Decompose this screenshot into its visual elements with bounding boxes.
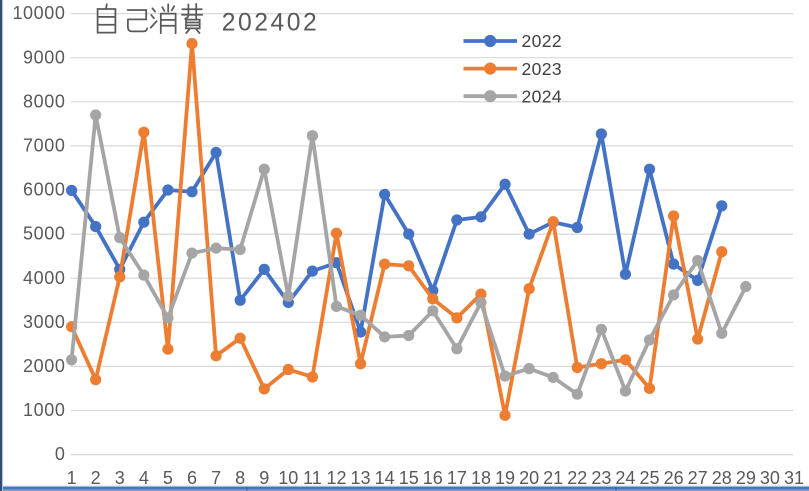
svg-text:9: 9 — [259, 468, 269, 488]
svg-text:14: 14 — [375, 468, 395, 488]
svg-text:4000: 4000 — [23, 268, 65, 288]
svg-text:23: 23 — [591, 468, 611, 488]
svg-text:8: 8 — [235, 468, 245, 488]
svg-text:21: 21 — [543, 468, 563, 488]
svg-text:18: 18 — [471, 468, 491, 488]
svg-text:26: 26 — [664, 468, 684, 488]
svg-text:27: 27 — [688, 468, 708, 488]
svg-text:22: 22 — [567, 468, 587, 488]
svg-text:2023: 2023 — [522, 59, 563, 79]
svg-text:20: 20 — [519, 468, 539, 488]
svg-text:8000: 8000 — [23, 91, 65, 111]
svg-text:2: 2 — [91, 468, 101, 488]
svg-text:5000: 5000 — [23, 224, 65, 244]
svg-text:31: 31 — [784, 468, 804, 488]
svg-text:2024: 2024 — [522, 86, 563, 106]
svg-text:28: 28 — [712, 468, 732, 488]
svg-text:3000: 3000 — [23, 312, 65, 332]
svg-text:7: 7 — [211, 468, 221, 488]
svg-text:202402: 202402 — [222, 10, 319, 37]
svg-text:13: 13 — [351, 468, 371, 488]
svg-text:17: 17 — [447, 468, 467, 488]
svg-text:10000: 10000 — [12, 3, 65, 23]
svg-text:4: 4 — [139, 468, 149, 488]
svg-text:10: 10 — [278, 468, 298, 488]
svg-text:30: 30 — [760, 468, 780, 488]
svg-text:12: 12 — [326, 468, 346, 488]
svg-text:7000: 7000 — [23, 136, 65, 156]
svg-text:15: 15 — [399, 468, 419, 488]
svg-text:29: 29 — [736, 468, 756, 488]
svg-text:24: 24 — [615, 468, 635, 488]
svg-text:9000: 9000 — [23, 47, 65, 67]
svg-text:1: 1 — [67, 468, 77, 488]
svg-text:3: 3 — [115, 468, 125, 488]
svg-text:19: 19 — [495, 468, 515, 488]
svg-text:2000: 2000 — [23, 356, 65, 376]
svg-text:16: 16 — [423, 468, 443, 488]
svg-text:6000: 6000 — [23, 180, 65, 200]
svg-text:6: 6 — [187, 468, 197, 488]
svg-text:1000: 1000 — [23, 400, 65, 420]
svg-text:0: 0 — [55, 444, 66, 464]
svg-text:11: 11 — [303, 468, 322, 488]
svg-text:5: 5 — [163, 468, 173, 488]
svg-text:25: 25 — [640, 468, 660, 488]
svg-text:2022: 2022 — [522, 31, 563, 51]
